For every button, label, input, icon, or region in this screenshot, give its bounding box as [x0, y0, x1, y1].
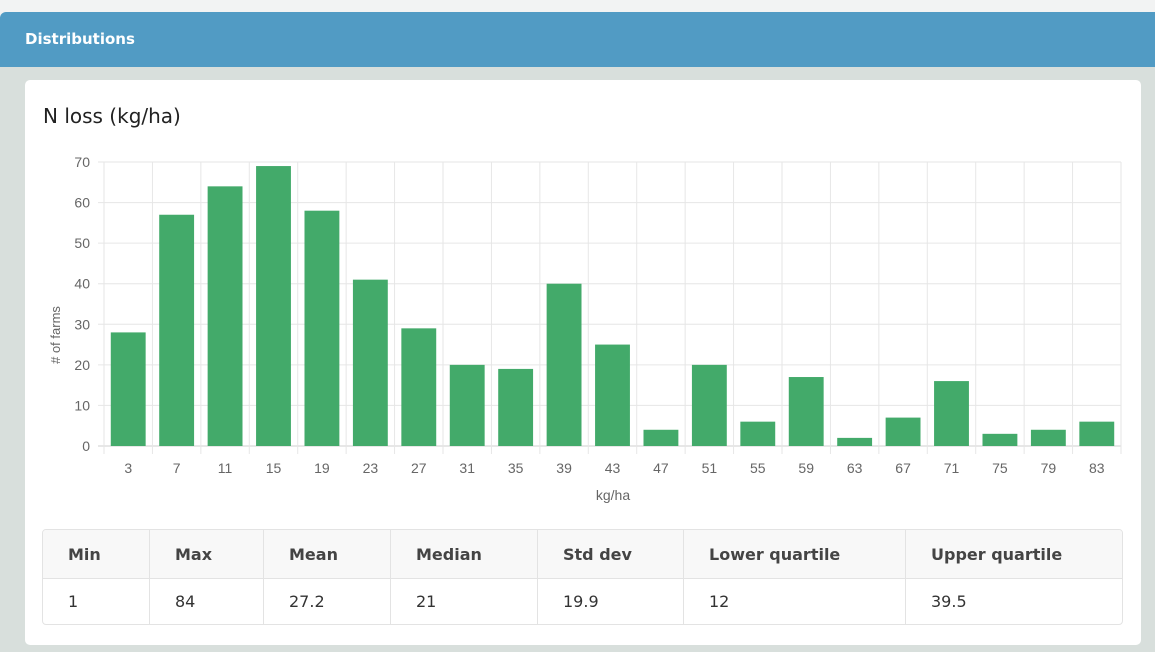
x-tick-label: 63 [847, 460, 863, 476]
x-tick-label: 31 [459, 460, 475, 476]
y-axis-label: # of farms [48, 306, 63, 364]
bar-43 [595, 344, 630, 446]
x-axis-ticks: 3 7 11 15 19 23 27 31 35 39 43 47 51 55 59 63 67 71 75 79 83 [124, 460, 1104, 476]
bar-15 [256, 166, 291, 447]
x-tick-label: 47 [653, 460, 669, 476]
bar-55 [740, 421, 776, 446]
bar-27 [401, 328, 437, 446]
y-axis-ticks: 0 10 20 30 40 50 60 70 [74, 154, 90, 454]
bar-75 [982, 433, 1018, 446]
stats-value-lower-quartile: 12 [683, 578, 906, 624]
bar-67 [885, 417, 921, 446]
stats-header-std-dev: Std dev [537, 530, 684, 579]
stats-value-mean: 27.2 [263, 578, 391, 624]
y-tick-label: 40 [74, 276, 90, 292]
stats-table: Min Max Mean Median Std dev Lower quarti… [42, 529, 1123, 625]
stats-header-min: Min [43, 530, 150, 579]
x-tick-label: 43 [605, 460, 621, 476]
stats-value-row: 1 84 27.2 21 19.9 12 39.5 [43, 578, 1122, 624]
x-tick-label: 55 [750, 460, 766, 476]
chart-bars [110, 166, 1115, 447]
bar-59 [788, 377, 824, 446]
x-tick-label: 71 [944, 460, 960, 476]
x-tick-label: 3 [124, 460, 132, 476]
bar-39 [546, 283, 582, 446]
x-tick-label: 19 [314, 460, 330, 476]
histogram-chart: 0 10 20 30 40 50 60 70 3 7 11 15 19 23 27 31 35 39 43 47 51… [48, 154, 1122, 503]
x-tick-label: 59 [798, 460, 814, 476]
x-tick-label: 7 [173, 460, 181, 476]
x-tick-label: 15 [266, 460, 282, 476]
bar-63 [837, 437, 873, 446]
bar-71 [934, 381, 969, 446]
x-tick-label: 51 [702, 460, 718, 476]
x-tick-label: 35 [508, 460, 524, 476]
x-tick-label: 67 [895, 460, 911, 476]
stats-header-median: Median [390, 530, 538, 579]
x-tick-label: 11 [218, 460, 233, 476]
stats-header-lower-quartile: Lower quartile [683, 530, 906, 579]
y-tick-label: 20 [74, 357, 90, 373]
y-tick-label: 50 [74, 235, 90, 251]
bar-47 [643, 429, 679, 446]
bar-79 [1030, 429, 1066, 446]
x-tick-label: 83 [1089, 460, 1105, 476]
x-axis-label: kg/ha [596, 487, 630, 503]
bar-3 [110, 332, 146, 446]
stats-header-upper-quartile: Upper quartile [905, 530, 1122, 579]
bar-7 [159, 214, 195, 446]
bar-51 [691, 364, 727, 446]
panel-title: Distributions [25, 30, 135, 48]
bar-35 [498, 368, 534, 446]
bar-11 [207, 186, 243, 446]
stats-header-mean: Mean [263, 530, 391, 579]
chart-title: N loss (kg/ha) [43, 104, 181, 128]
bar-19 [304, 210, 340, 446]
x-tick-label: 79 [1041, 460, 1057, 476]
stats-value-median: 21 [390, 578, 538, 624]
bar-31 [449, 364, 485, 446]
y-tick-label: 0 [82, 438, 90, 454]
stats-value-upper-quartile: 39.5 [931, 592, 967, 611]
stats-value-std-dev: 19.9 [537, 578, 684, 624]
bar-23 [352, 279, 388, 446]
x-tick-label: 39 [556, 460, 572, 476]
stats-value-max: 84 [149, 578, 264, 624]
y-tick-label: 30 [74, 316, 90, 332]
x-tick-label: 75 [992, 460, 1008, 476]
x-tick-label: 23 [363, 460, 379, 476]
stats-value-min: 1 [43, 578, 150, 624]
stats-header-max: Max [149, 530, 264, 579]
bar-83 [1079, 421, 1115, 446]
y-tick-label: 60 [74, 195, 90, 211]
y-tick-label: 70 [74, 154, 90, 170]
stats-header-row: Min Max Mean Median Std dev Lower quarti… [43, 530, 1122, 579]
chart-card: N loss (kg/ha) 0 10 20 30 40 50 60 70 3 7 11 15 19 2… [25, 80, 1141, 645]
y-tick-label: 10 [74, 397, 90, 413]
panel-header: Distributions [0, 12, 1155, 67]
x-tick-label: 27 [411, 460, 427, 476]
